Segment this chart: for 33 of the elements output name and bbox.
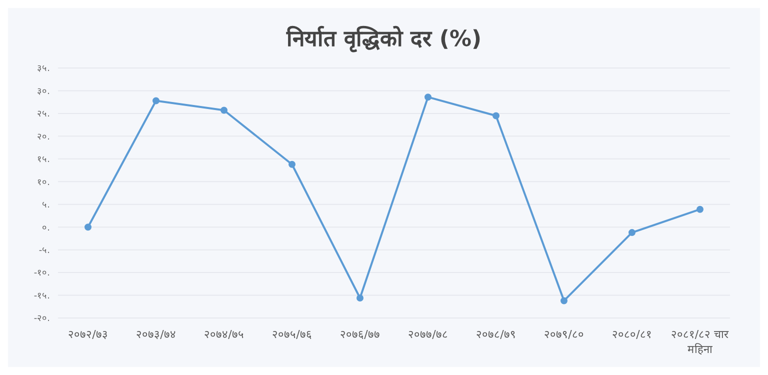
x-tick-label: २०७७/७८ [408, 328, 448, 341]
point [628, 229, 636, 236]
x-tick-label: २०७९/८० [544, 328, 584, 341]
y-tick-label: १५. [37, 155, 50, 166]
x-tick-label: २०८०/८१ [612, 328, 652, 341]
point [424, 94, 432, 101]
y-tick-label: २०. [37, 132, 50, 142]
x-tick-label: २०८१/८२ चार महिना [670, 328, 730, 356]
point [696, 206, 704, 213]
y-tick-label: ५. [42, 200, 50, 211]
chart-title: निर्यात वृद्धिको दर (%) [285, 24, 483, 54]
point [560, 297, 568, 304]
y-tick-label: -१०. [34, 268, 50, 279]
x-tick-label: २०७८/७९ [476, 328, 516, 341]
y-tick-label: -५. [38, 246, 50, 256]
x-tick-label: २०७३/७४ [136, 328, 176, 341]
y-tick-label: १०. [37, 178, 50, 188]
y-tick-label: -१५. [34, 291, 50, 302]
y-tick-label: ३५. [37, 64, 50, 74]
point [220, 106, 228, 114]
point [492, 112, 500, 120]
point [152, 97, 160, 104]
y-tick-label: -२०. [34, 314, 50, 324]
y-tick-label: ०. [42, 223, 50, 234]
x-tick-label: २०७२/७३ [68, 328, 108, 341]
point [84, 224, 92, 231]
x-tick-label: २०७४/७५ [204, 328, 244, 341]
y-tick-label: ३०. [37, 86, 50, 97]
y-tick-label: २५. [37, 110, 50, 120]
point [288, 160, 296, 168]
x-tick-label: २०७५/७६ [272, 328, 312, 341]
point [356, 294, 364, 302]
x-tick-label: २०७६/७७ [340, 328, 380, 341]
